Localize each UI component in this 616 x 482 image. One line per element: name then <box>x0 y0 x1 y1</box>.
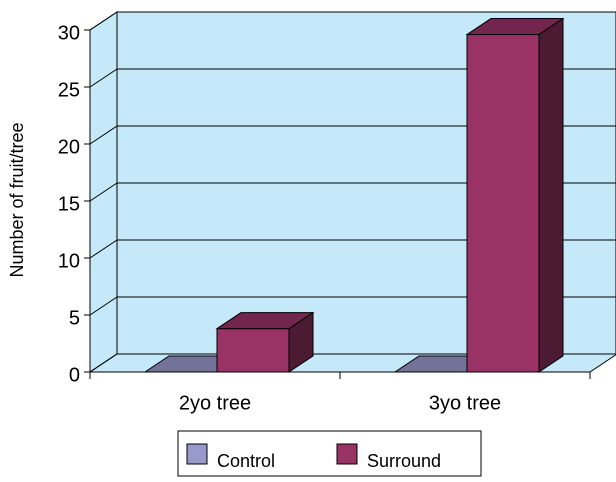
grid-line <box>89 182 118 202</box>
y-axis-label: Number of fruit/tree <box>7 122 27 277</box>
bar-side <box>288 311 314 373</box>
y-tick-label: 20 <box>58 136 80 158</box>
x-tick-label: 3yo tree <box>429 392 501 414</box>
y-tick-label: 0 <box>69 364 80 386</box>
grid-line <box>89 296 118 316</box>
grid-line <box>89 239 118 259</box>
y-tick-label: 10 <box>58 250 80 272</box>
y-tick-label: 15 <box>58 193 80 215</box>
grid-line <box>89 68 118 88</box>
bar-side <box>538 17 564 373</box>
x-tick-label: 2yo tree <box>179 392 251 414</box>
grid-line <box>89 353 118 373</box>
grid-line <box>89 11 118 31</box>
y-tick-label: 5 <box>69 307 80 329</box>
legend-box <box>177 430 482 477</box>
bar-front <box>216 328 290 373</box>
legend-swatch <box>336 443 358 465</box>
legend-label: Surround <box>367 451 441 471</box>
bar-front <box>466 34 540 373</box>
grid-line <box>89 125 118 145</box>
y-tick-label: 25 <box>58 79 80 101</box>
y-tick-label: 30 <box>58 22 80 44</box>
legend-swatch <box>186 443 208 465</box>
legend-label: Control <box>217 451 275 471</box>
